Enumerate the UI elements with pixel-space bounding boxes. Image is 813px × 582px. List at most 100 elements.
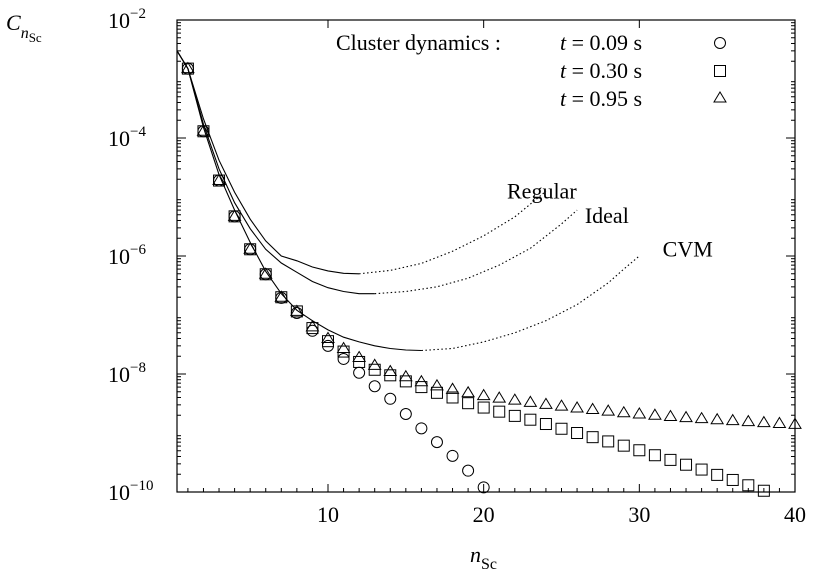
marker-square <box>555 422 568 435</box>
marker-square <box>648 449 661 462</box>
axis-ticks: 10 20 30 40 10−10 10−8 10−6 10−4 10−2 <box>108 6 806 527</box>
marker-triangle <box>648 408 662 420</box>
annotation-cvm: CVM <box>663 236 713 261</box>
marker-triangle <box>258 267 273 279</box>
marker-square <box>586 431 599 444</box>
marker-square <box>664 453 677 466</box>
marker-square <box>524 413 537 426</box>
model-curves <box>176 50 640 352</box>
y-axis-label: CnSc <box>6 10 42 45</box>
legend-marker-triangle <box>713 91 727 103</box>
marker-triangle <box>227 209 242 221</box>
marker-triangle <box>430 378 444 391</box>
marker-square <box>493 405 506 418</box>
marker-triangle <box>539 397 553 409</box>
x-axis-label: nSc <box>470 542 497 573</box>
marker-square <box>711 468 724 481</box>
marker-circle <box>477 481 490 494</box>
marker-circle <box>368 380 381 393</box>
legend-marker-square <box>714 65 726 77</box>
x-tick-label: 30 <box>628 502 650 527</box>
marker-triangle <box>741 414 756 427</box>
y-tick-label: 10−8 <box>108 360 146 387</box>
marker-square <box>539 418 552 431</box>
marker-circle <box>399 407 412 420</box>
marker-triangle <box>710 412 725 425</box>
legend-label-1: t = 0.09 s <box>560 30 642 55</box>
marker-triangle <box>289 304 304 316</box>
marker-triangle <box>788 417 802 429</box>
marker-triangle <box>321 331 335 343</box>
marker-square <box>571 427 584 439</box>
x-tick-label: 10 <box>317 502 339 527</box>
marker-square <box>430 386 443 399</box>
marker-triangle <box>632 407 647 419</box>
data-markers <box>181 61 802 497</box>
marker-triangle <box>725 413 740 426</box>
marker-circle <box>384 392 397 405</box>
curve-solid-cvm <box>176 50 422 352</box>
legend-label-2: t = 0.30 s <box>560 58 642 83</box>
y-tick-label: 10−10 <box>108 478 153 505</box>
marker-square <box>633 444 646 457</box>
marker-triangle <box>196 124 211 136</box>
marker-triangle <box>507 393 522 405</box>
marker-triangle <box>554 399 569 411</box>
legend-title: Cluster dynamics : <box>336 30 501 55</box>
annotation-ideal: Ideal <box>585 203 629 228</box>
marker-triangle <box>523 395 538 407</box>
marker-square <box>306 322 319 335</box>
x-tick-label: 40 <box>784 502 806 527</box>
marker-triangle <box>756 415 771 428</box>
marker-circle <box>415 422 428 435</box>
marker-square <box>415 381 428 394</box>
marker-circle <box>446 449 459 462</box>
marker-triangle <box>383 364 398 377</box>
curve-dotted-ideal <box>374 209 578 295</box>
marker-circle <box>430 436 443 449</box>
marker-triangle <box>367 358 382 370</box>
y-tick-label: 10−6 <box>108 242 146 269</box>
marker-square <box>757 484 770 497</box>
legend-label-3: t = 0.95 s <box>560 86 642 111</box>
marker-triangle <box>663 409 678 422</box>
marker-triangle <box>445 382 460 394</box>
marker-triangle <box>305 319 320 332</box>
marker-triangle <box>570 401 584 413</box>
curve-dotted-regular <box>359 190 547 275</box>
curve-solid-ideal <box>176 50 375 295</box>
marker-triangle <box>476 388 491 401</box>
marker-square <box>617 439 630 452</box>
annotation-regular: Regular <box>507 178 577 203</box>
marker-circle <box>353 366 366 379</box>
marker-square <box>462 397 475 410</box>
y-tick-label: 10−4 <box>108 124 146 151</box>
marker-square <box>321 335 334 348</box>
marker-triangle <box>181 61 195 74</box>
marker-triangle <box>414 374 429 387</box>
marker-circle <box>462 464 475 477</box>
marker-triangle <box>616 405 631 418</box>
marker-triangle <box>398 369 413 382</box>
marker-square <box>695 463 708 476</box>
marker-triangle <box>336 341 351 354</box>
curve-annotations: Regular Ideal CVM <box>507 178 713 261</box>
marker-triangle <box>243 242 258 254</box>
marker-triangle <box>212 173 226 186</box>
curve-dotted-cvm <box>421 255 640 352</box>
marker-triangle <box>772 416 787 428</box>
marker-square <box>399 375 412 388</box>
marker-triangle <box>694 411 709 424</box>
marker-square <box>602 435 615 448</box>
marker-circle <box>337 352 350 365</box>
marker-triangle <box>352 350 367 363</box>
marker-triangle <box>492 391 507 403</box>
marker-square <box>726 473 739 486</box>
marker-square <box>477 401 490 414</box>
y-tick-label: 10−2 <box>108 6 146 33</box>
marker-triangle <box>679 410 693 423</box>
marker-square <box>680 458 693 471</box>
marker-triangle <box>461 385 475 398</box>
marker-square <box>446 391 459 404</box>
